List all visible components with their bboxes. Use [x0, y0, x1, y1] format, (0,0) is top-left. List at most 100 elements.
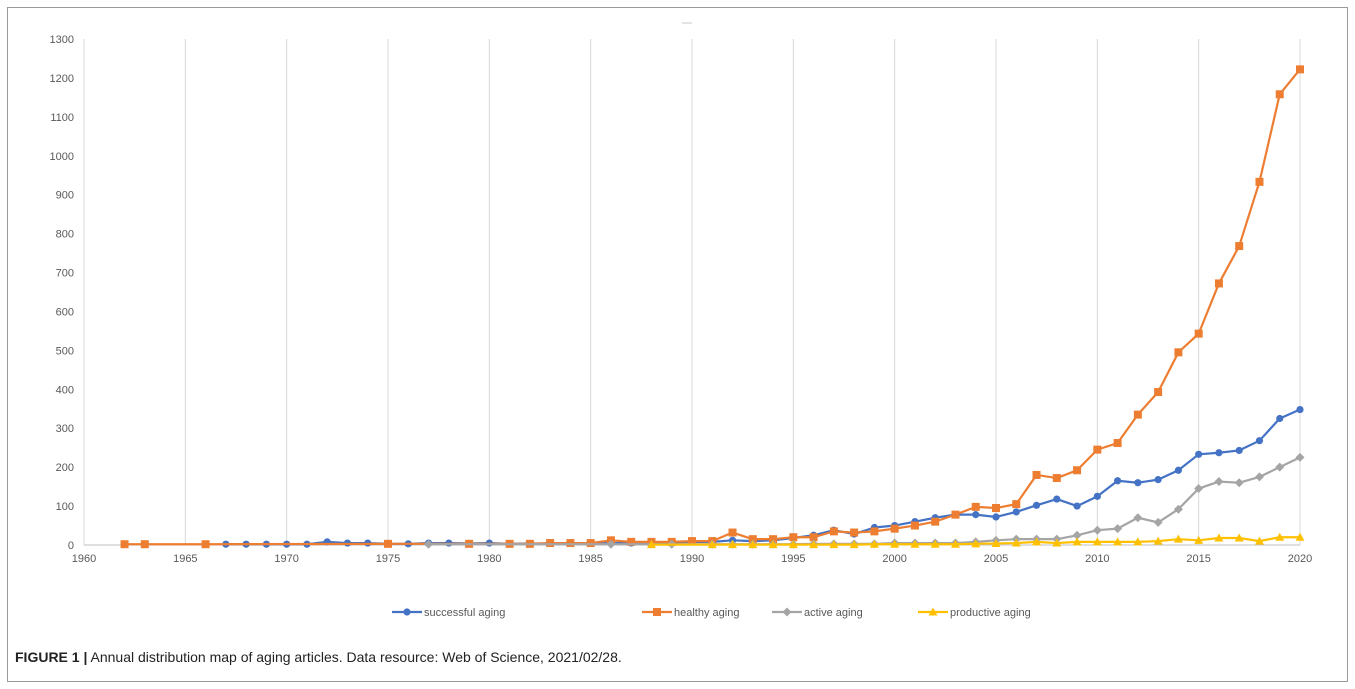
data-point: [788, 540, 798, 549]
data-point: [829, 540, 839, 549]
data-point: [1072, 537, 1082, 546]
data-point: [768, 540, 778, 549]
data-point: [1194, 329, 1203, 338]
data-point: [782, 607, 792, 617]
data-point: [646, 540, 656, 549]
data-point: [1276, 414, 1284, 423]
data-point: [1154, 388, 1163, 397]
series-layer: [120, 65, 1305, 549]
data-point: [1092, 537, 1102, 546]
y-tick-label: 300: [56, 423, 74, 435]
x-tick-label: 1980: [477, 553, 501, 565]
data-point: [890, 524, 899, 533]
y-tick-label: 1100: [50, 112, 74, 124]
legend-entry: successful aging: [392, 607, 505, 619]
legend-label: healthy aging: [674, 607, 739, 619]
data-point: [1254, 472, 1264, 482]
data-point: [1093, 445, 1102, 454]
data-point: [1254, 536, 1264, 545]
data-point: [627, 537, 636, 546]
series-line: [124, 68, 1301, 546]
y-tick-label: 800: [56, 229, 74, 241]
series-line: [225, 408, 1301, 546]
x-tick-label: 1975: [376, 553, 400, 565]
data-point: [201, 540, 210, 549]
data-point: [829, 527, 838, 536]
data-point: [748, 540, 758, 549]
data-point: [910, 521, 919, 530]
y-tick-label: 600: [56, 306, 74, 318]
x-tick-label: 2020: [1288, 553, 1312, 565]
data-point: [1194, 535, 1204, 544]
data-point: [606, 539, 616, 549]
data-point: [951, 510, 960, 519]
data-point: [566, 539, 575, 548]
data-point: [1092, 525, 1102, 535]
x-tick-label: 2015: [1186, 553, 1210, 565]
data-point: [1133, 537, 1143, 546]
x-tick-label: 2010: [1085, 553, 1109, 565]
data-point: [1073, 466, 1082, 475]
data-point: [870, 527, 879, 536]
data-point: [1114, 477, 1122, 485]
x-tick-label: 2000: [882, 553, 906, 565]
data-point: [1195, 450, 1203, 458]
data-point: [869, 539, 879, 548]
data-point: [748, 535, 757, 544]
data-point: [992, 504, 1000, 513]
data-point: [1174, 466, 1182, 474]
legend-label: active aging: [804, 607, 863, 619]
vertical-gridlines: [83, 39, 1301, 545]
data-point: [849, 540, 859, 549]
data-point: [971, 502, 980, 511]
data-point: [384, 539, 392, 548]
data-point: [1052, 538, 1062, 547]
data-point: [992, 513, 1000, 521]
data-point: [890, 539, 900, 548]
data-point: [1194, 484, 1204, 494]
data-point: [930, 539, 940, 548]
data-point: [1214, 533, 1224, 542]
data-point: [586, 539, 595, 548]
data-point: [1173, 534, 1183, 543]
data-point: [1052, 474, 1061, 483]
data-point: [1113, 439, 1122, 448]
data-point: [809, 540, 819, 549]
data-point: [928, 607, 938, 616]
data-point: [1275, 532, 1285, 541]
data-point: [1275, 462, 1285, 472]
caption-text: Annual distribution map of aging article…: [87, 649, 622, 665]
data-point: [688, 537, 696, 546]
series-productive-aging: [646, 532, 1305, 549]
series-successful-aging: [222, 405, 1304, 548]
data-point: [1154, 476, 1162, 484]
figure-frame: [7, 7, 1348, 682]
data-point: [1011, 538, 1021, 547]
x-tick-label: 2005: [984, 553, 1008, 565]
legend: successful aging healthy aging active agin…: [392, 607, 1031, 619]
data-point: [1173, 504, 1183, 514]
data-point: [1093, 492, 1101, 500]
data-point: [403, 608, 411, 616]
data-point: [1153, 517, 1163, 527]
figure-caption: FIGURE 1 | Annual distribution map of ag…: [15, 649, 622, 665]
data-point: [1174, 348, 1183, 357]
data-point: [1215, 449, 1223, 457]
y-tick-label: 1200: [50, 73, 74, 85]
series-active-aging: [424, 452, 1305, 549]
data-point: [850, 528, 859, 537]
data-point: [1032, 537, 1042, 546]
y-tick-label: 1300: [50, 34, 74, 46]
x-tick-label: 1965: [173, 553, 197, 565]
data-point: [1255, 177, 1264, 186]
y-axis-tick-labels: 0 100 200 300 400 500 600 700 800 900 1000 1100 1200…: [50, 34, 74, 552]
legend-entry: productive aging: [918, 607, 1031, 619]
data-point: [910, 539, 920, 548]
data-point: [991, 538, 1001, 547]
x-tick-label: 1990: [680, 553, 704, 565]
data-point: [1133, 410, 1142, 419]
data-point: [1072, 530, 1082, 540]
y-tick-label: 100: [56, 501, 74, 513]
legend-label: productive aging: [950, 607, 1031, 619]
